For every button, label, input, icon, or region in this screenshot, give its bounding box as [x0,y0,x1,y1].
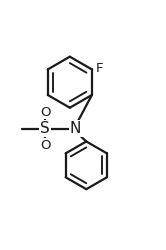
Text: N: N [70,121,81,136]
Text: O: O [40,138,50,151]
Text: F: F [96,62,104,75]
Text: O: O [40,106,50,119]
Text: S: S [40,121,50,136]
